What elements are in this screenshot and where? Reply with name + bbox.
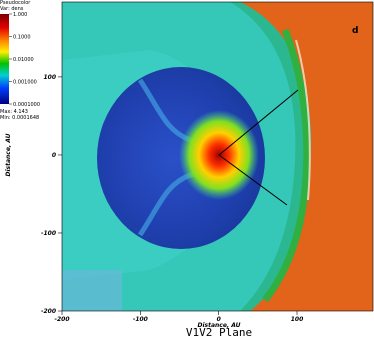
colorbar-tick-label: 0.01000 (13, 57, 34, 63)
x-axis-label: Distance, AU (197, 322, 240, 329)
x-tick-label: 100 (291, 316, 304, 323)
x-tick-label: -200 (54, 316, 69, 323)
plot-image (62, 2, 373, 311)
y-tick-label: -100 (41, 230, 56, 237)
chart-title: V1V2 Plane (186, 326, 252, 337)
colorbar-variable: Var: dens (0, 6, 24, 12)
y-axis-label: Distance, AU (5, 133, 12, 176)
colorbar-max: Max: 4.143 (0, 109, 28, 115)
plot-frame (61, 1, 374, 312)
y-tick-label: -200 (41, 308, 56, 315)
colorbar-min: Min: 0.0001648 (0, 115, 39, 121)
x-tick-label: 0 (217, 316, 221, 323)
x-tick-label: -100 (133, 316, 148, 323)
y-tick-label: 0 (52, 152, 56, 159)
y-tick-label: 100 (43, 74, 56, 81)
colorbar-tick-label: 1.000 (13, 12, 27, 18)
colorbar-tick-label: 0.0001000 (13, 102, 40, 108)
colorbar (0, 14, 9, 104)
colorbar-tick-label: 0.001000 (13, 80, 37, 86)
colorbar-tick-label: 0.1000 (13, 35, 31, 41)
colorbar-title: Pseudocolor (0, 0, 31, 6)
panel-label: d (352, 26, 358, 36)
